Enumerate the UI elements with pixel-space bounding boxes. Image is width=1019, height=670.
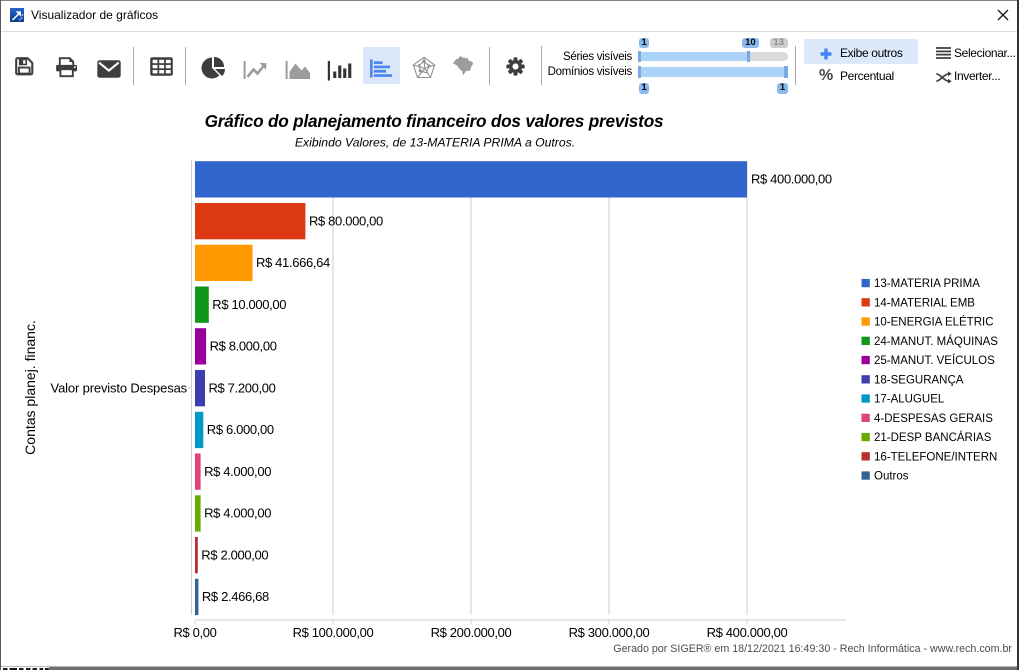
svg-text:R$ 4.000,00: R$ 4.000,00: [204, 464, 271, 479]
svg-text:R$ 10.000,00: R$ 10.000,00: [212, 297, 286, 312]
svg-text:24-MANUT. MÁQUINAS: 24-MANUT. MÁQUINAS: [874, 335, 998, 348]
svg-text:R$ 8.000,00: R$ 8.000,00: [210, 339, 277, 354]
svg-text:Gerado por SIGER® em 18/12/202: Gerado por SIGER® em 18/12/2021 16:49:30…: [613, 643, 1012, 655]
svg-text:16-TELEFONE/INTERN: 16-TELEFONE/INTERN: [874, 451, 997, 463]
svg-text:17-ALUGUEL: 17-ALUGUEL: [874, 394, 945, 406]
svg-text:R$ 300.000,00: R$ 300.000,00: [569, 625, 650, 640]
svg-text:Contas planej. financ.: Contas planej. financ.: [22, 320, 38, 455]
svg-text:21-DESP BANCÁRIAS: 21-DESP BANCÁRIAS: [874, 431, 992, 444]
svg-text:R$ 7.200,00: R$ 7.200,00: [209, 380, 276, 395]
svg-text:R$ 41.666,64: R$ 41.666,64: [256, 255, 330, 270]
svg-text:R$ 6.000,00: R$ 6.000,00: [207, 422, 274, 437]
svg-text:R$ 2.000,00: R$ 2.000,00: [201, 547, 268, 562]
svg-text:25-MANUT. VEÍCULOS: 25-MANUT. VEÍCULOS: [874, 354, 995, 367]
svg-text:Outros: Outros: [874, 471, 909, 483]
svg-text:10-ENERGIA ELÉTRIC: 10-ENERGIA ELÉTRIC: [874, 316, 994, 329]
svg-text:Exibindo Valores, de 13-MATERI: Exibindo Valores, de 13-MATERIA PRIMA a …: [295, 136, 575, 150]
svg-text:Gráfico do planejamento financ: Gráfico do planejamento financeiro dos v…: [205, 111, 664, 131]
svg-text:13-MATERIA PRIMA: 13-MATERIA PRIMA: [874, 278, 980, 290]
svg-text:R$ 200.000,00: R$ 200.000,00: [431, 625, 512, 640]
svg-text:Valor previsto Despesas: Valor previsto Despesas: [51, 380, 188, 395]
svg-text:R$ 4.000,00: R$ 4.000,00: [204, 506, 271, 521]
svg-text:R$ 400.000,00: R$ 400.000,00: [751, 172, 832, 187]
svg-text:R$ 100.000,00: R$ 100.000,00: [293, 625, 374, 640]
svg-text:R$ 80.000,00: R$ 80.000,00: [309, 213, 383, 228]
svg-text:18-SEGURANÇA: 18-SEGURANÇA: [874, 374, 964, 386]
svg-text:4-DESPESAS GERAIS: 4-DESPESAS GERAIS: [874, 413, 993, 425]
svg-text:R$ 2.466,68: R$ 2.466,68: [202, 589, 269, 604]
svg-text:14-MATERIAL EMB: 14-MATERIAL EMB: [874, 297, 975, 309]
svg-text:R$ 400.000,00: R$ 400.000,00: [707, 625, 788, 640]
svg-text:R$ 0,00: R$ 0,00: [173, 625, 216, 640]
